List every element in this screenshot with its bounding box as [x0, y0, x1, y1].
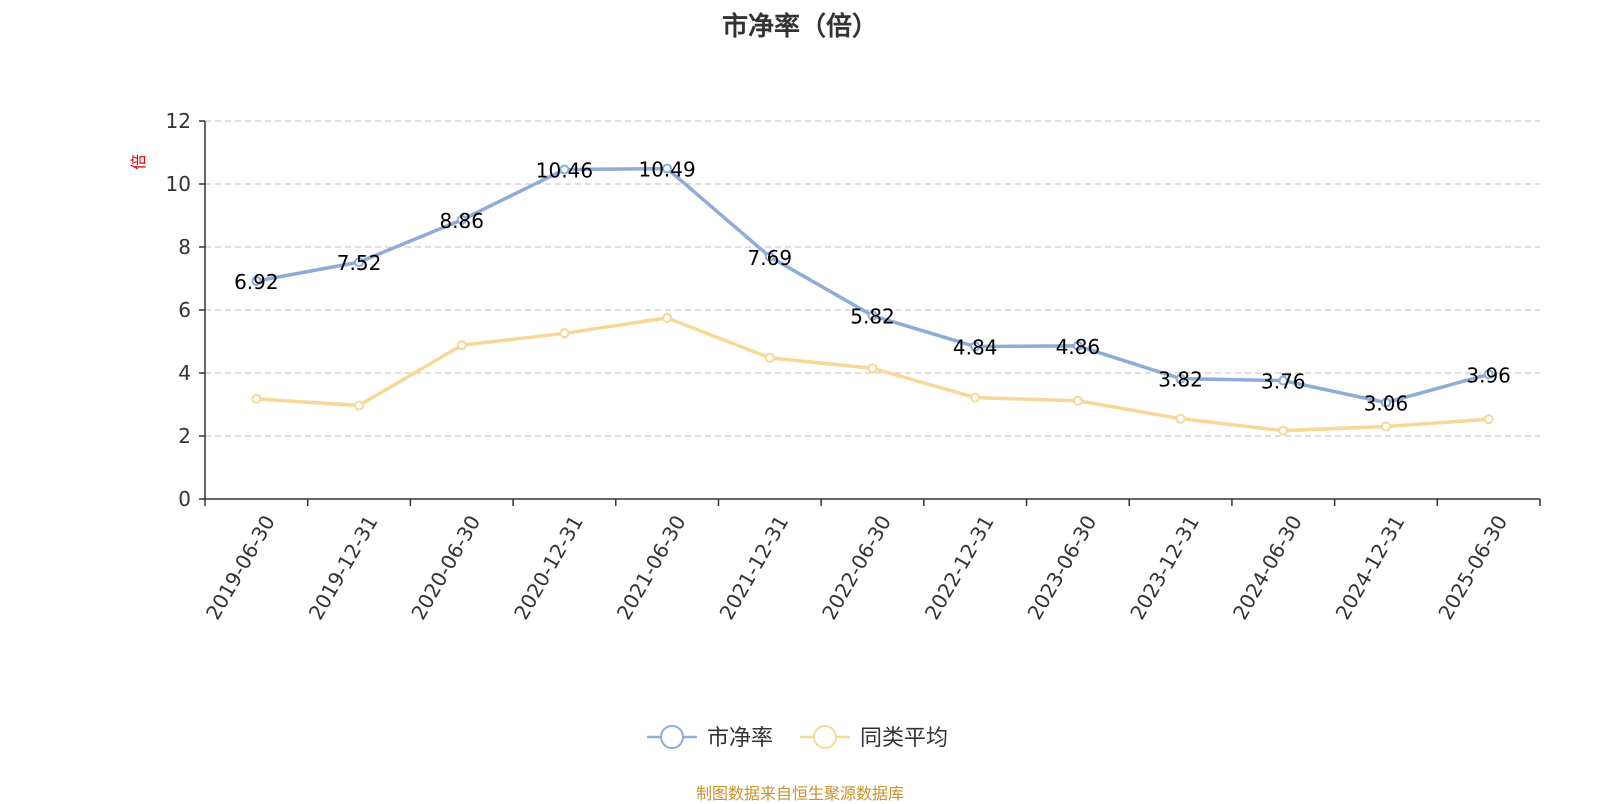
data-point — [1072, 340, 1083, 351]
x-tick-label: 2023-12-31 — [1125, 511, 1204, 624]
data-point — [251, 276, 262, 287]
data-label: 4.86 — [1056, 335, 1101, 359]
data-point — [662, 163, 673, 174]
legend-label: 市净率 — [707, 726, 773, 751]
legend-marker — [660, 725, 684, 749]
data-labels: 6.92 7.52 8.86 10.46 10.49 7.69 5.82 4.84 4.86 3.… — [234, 158, 1511, 416]
data-point — [867, 363, 878, 374]
data-label: 3.82 — [1158, 368, 1203, 392]
x-tick-label: 2020-06-30 — [406, 511, 485, 624]
data-point — [764, 352, 775, 363]
y-tick-label: 6 — [178, 298, 191, 322]
x-tick-label: 2022-12-31 — [920, 511, 999, 624]
x-tick-label: 2020-12-31 — [509, 511, 588, 624]
data-point — [1483, 414, 1494, 425]
y-tick-label: 8 — [178, 235, 191, 259]
legend-marker — [813, 725, 837, 749]
data-label: 7.69 — [748, 246, 793, 270]
x-tick-label: 2024-06-30 — [1228, 511, 1307, 624]
data-label: 4.84 — [953, 336, 998, 360]
data-point — [1278, 375, 1289, 386]
data-point — [662, 312, 673, 323]
x-tick-label: 2021-12-31 — [714, 511, 793, 624]
data-label: 5.82 — [850, 305, 895, 329]
data-point — [559, 164, 570, 175]
data-point — [1175, 413, 1186, 424]
x-tick-label: 2021-06-30 — [612, 511, 691, 624]
chart-title: 市净率（倍） — [721, 12, 878, 42]
data-label: 8.86 — [439, 209, 484, 233]
data-point — [456, 340, 467, 351]
data-point — [456, 214, 467, 225]
x-tick-label: 2025-06-30 — [1433, 511, 1512, 624]
data-point — [354, 400, 365, 411]
data-point — [559, 328, 570, 339]
grid-lines — [205, 120, 1540, 437]
data-point — [1278, 425, 1289, 436]
data-label: 7.52 — [337, 251, 382, 275]
data-label: 3.76 — [1261, 370, 1306, 394]
data-point — [970, 341, 981, 352]
data-label: 10.46 — [536, 159, 593, 183]
data-label: 6.92 — [234, 270, 279, 294]
legend-label: 同类平均 — [860, 726, 948, 751]
data-label: 3.06 — [1364, 392, 1409, 416]
data-point — [1380, 397, 1391, 408]
x-tick-label: 2024-12-31 — [1331, 511, 1410, 624]
data-point — [1175, 373, 1186, 384]
data-point — [764, 251, 775, 262]
legend: 市净率 同类平均 — [647, 725, 948, 751]
x-tick-label: 2022-06-30 — [817, 511, 896, 624]
x-tick-label: 2019-06-30 — [201, 511, 280, 624]
y-tick-label: 2 — [178, 424, 191, 448]
data-point — [1380, 421, 1391, 432]
y-tick-label: 4 — [178, 361, 191, 385]
data-label: 3.96 — [1466, 363, 1511, 387]
data-point — [970, 392, 981, 403]
source-note: 制图数据来自恒生聚源数据库 — [695, 784, 904, 803]
x-tick-label: 2019-12-31 — [304, 511, 383, 624]
data-point — [867, 310, 878, 321]
x-tick-label: 2023-06-30 — [1022, 511, 1101, 624]
data-point — [1483, 369, 1494, 380]
data-label: 10.49 — [638, 158, 695, 182]
series-lines — [251, 163, 1494, 436]
data-point — [251, 393, 262, 404]
y-axis-label: 倍 — [129, 154, 148, 170]
y-tick-label: 0 — [178, 487, 191, 511]
y-tick-label: 12 — [166, 109, 191, 133]
y-tick-label: 10 — [166, 172, 191, 196]
data-point — [354, 257, 365, 268]
data-point — [1072, 395, 1083, 406]
